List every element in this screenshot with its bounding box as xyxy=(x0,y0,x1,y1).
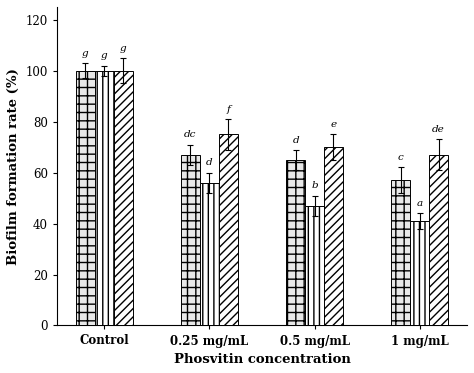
Bar xyxy=(324,147,343,326)
Text: de: de xyxy=(432,125,445,134)
Bar xyxy=(114,70,133,326)
Text: d: d xyxy=(292,135,299,145)
Bar xyxy=(410,221,429,326)
Bar xyxy=(286,160,305,326)
Text: b: b xyxy=(311,181,318,190)
Text: c: c xyxy=(398,153,404,162)
Bar xyxy=(200,183,219,326)
Text: f: f xyxy=(227,105,230,114)
Text: g: g xyxy=(82,49,89,58)
Text: d: d xyxy=(206,159,213,167)
Text: g: g xyxy=(101,51,108,60)
Text: e: e xyxy=(330,120,337,129)
Text: g: g xyxy=(120,44,127,53)
Bar xyxy=(392,180,410,326)
Text: dc: dc xyxy=(184,131,197,140)
Bar xyxy=(76,70,95,326)
X-axis label: Phosvitin concentration: Phosvitin concentration xyxy=(173,353,350,366)
Y-axis label: Biofilm formation rate (%): Biofilm formation rate (%) xyxy=(7,68,20,265)
Bar xyxy=(181,155,200,326)
Bar xyxy=(219,134,238,326)
Text: a: a xyxy=(417,199,423,208)
Bar xyxy=(95,70,114,326)
Bar xyxy=(429,155,448,326)
Bar xyxy=(305,206,324,326)
